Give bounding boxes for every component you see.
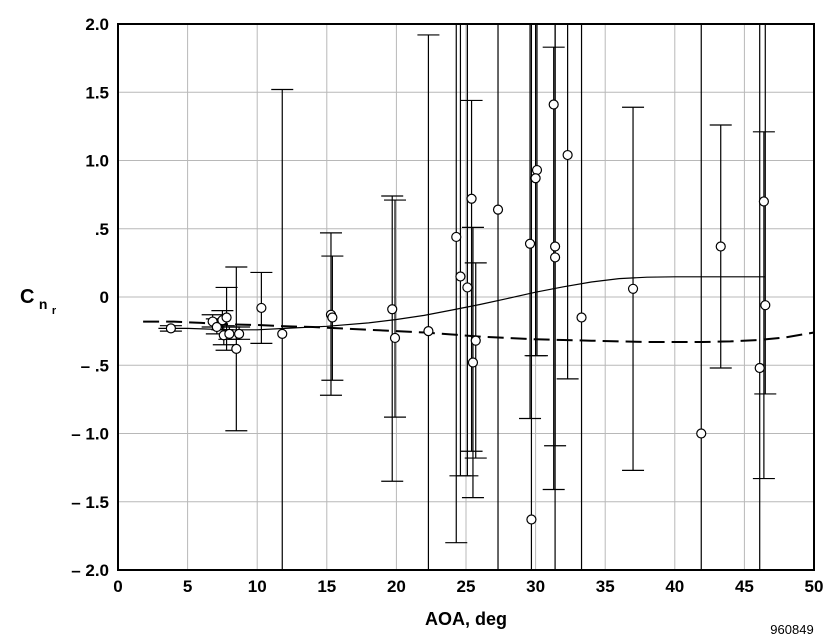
data-point <box>548 99 559 110</box>
data-point <box>754 362 765 374</box>
y-axis-ticks: 2.0 1.5 1.0 .5 0 – .5 – 1.0 – 1.5 – 2.0 <box>71 15 109 580</box>
data-point <box>549 241 561 252</box>
data-point <box>531 164 543 176</box>
grid <box>118 24 814 570</box>
data-point <box>277 328 288 339</box>
x-axis-ticks: 0 5 10 15 20 25 30 35 40 45 50 <box>113 577 823 596</box>
x-tick-label: 45 <box>735 577 754 596</box>
data-points <box>165 99 771 525</box>
x-tick-label: 25 <box>457 577 476 596</box>
y-tick-label: 2.0 <box>85 15 109 34</box>
x-axis-label: AOA, deg <box>425 609 507 629</box>
data-point <box>466 193 477 204</box>
data-point <box>221 312 232 323</box>
x-tick-label: 10 <box>248 577 267 596</box>
data-point <box>526 514 537 525</box>
y-tick-label: – .5 <box>81 356 109 375</box>
y-tick-label: .5 <box>95 220 109 239</box>
data-point <box>530 173 541 184</box>
data-point <box>389 332 401 344</box>
data-point <box>760 300 771 311</box>
data-point <box>256 302 267 314</box>
y-axis-label-main: C <box>20 286 34 308</box>
data-point <box>455 271 466 282</box>
x-tick-label: 30 <box>526 577 545 596</box>
x-tick-label: 35 <box>596 577 615 596</box>
data-point <box>576 312 587 323</box>
y-axis-label-sub: n <box>39 296 48 312</box>
y-tick-label: – 1.5 <box>71 493 109 512</box>
data-point <box>492 204 504 215</box>
data-point <box>562 149 573 161</box>
solid-curve <box>158 276 766 331</box>
y-tick-label: 0 <box>100 288 109 307</box>
data-point <box>715 241 726 252</box>
x-tick-label: 20 <box>387 577 406 596</box>
data-point <box>234 328 245 339</box>
x-tick-label: 40 <box>665 577 684 596</box>
data-point <box>327 312 338 323</box>
x-tick-label: 0 <box>113 577 122 596</box>
figure-id: 960849 <box>770 622 813 637</box>
data-point <box>231 343 242 354</box>
data-point <box>627 283 639 294</box>
x-tick-label: 50 <box>805 577 824 596</box>
curves <box>143 276 815 343</box>
data-point <box>451 231 462 243</box>
y-axis-label-subsub: r <box>52 305 57 317</box>
data-point <box>467 357 479 368</box>
data-point <box>165 323 176 334</box>
y-tick-label: 1.5 <box>85 83 109 102</box>
dashed-curve <box>143 320 815 343</box>
y-tick-label: 1.0 <box>85 152 109 171</box>
y-tick-label: – 2.0 <box>71 561 109 580</box>
plot-frame <box>117 23 815 571</box>
data-point <box>524 238 536 249</box>
x-tick-label: 15 <box>317 577 336 596</box>
y-tick-label: – 1.0 <box>71 425 109 444</box>
data-point <box>462 282 473 293</box>
data-point <box>549 252 561 263</box>
data-point <box>387 304 398 315</box>
data-point <box>224 328 235 339</box>
data-point <box>758 196 769 207</box>
data-point <box>423 326 434 337</box>
data-point <box>470 335 481 346</box>
data-point <box>211 321 222 333</box>
data-point <box>696 428 707 439</box>
x-tick-label: 5 <box>183 577 192 596</box>
y-axis-label: C n r <box>20 286 57 317</box>
